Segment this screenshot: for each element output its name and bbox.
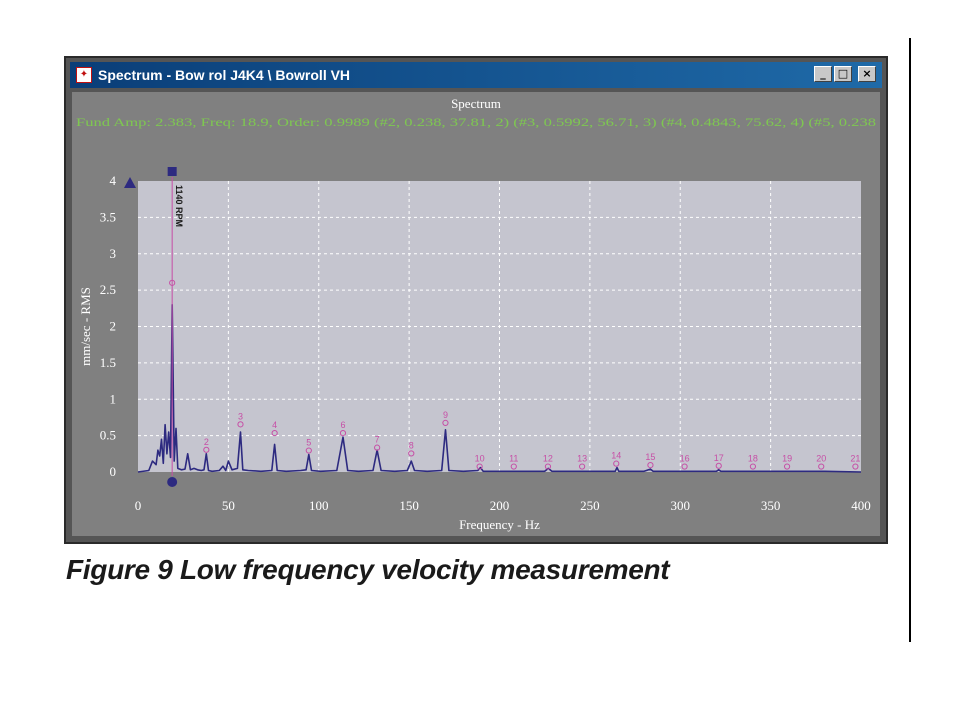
cursor-bottom-handle[interactable]	[167, 477, 178, 487]
harmonic-marker	[681, 463, 688, 470]
harmonic-label: 11	[509, 454, 518, 464]
harmonic-marker	[203, 446, 210, 453]
harmonic-label: 17	[714, 453, 724, 463]
harmonic-marker	[408, 450, 415, 457]
y-tick-label: 1	[110, 391, 117, 406]
x-tick-label: 300	[671, 498, 691, 513]
chart-area: Spectrum Fund Amp: 2.383, Freq: 18.9, Or…	[72, 92, 880, 536]
chart-title: Spectrum	[451, 96, 501, 111]
harmonic-label: 16	[680, 454, 690, 464]
y-tick-label: 2.5	[100, 282, 116, 297]
x-tick-label: 250	[580, 498, 600, 513]
y-tick-label: 4	[110, 173, 117, 188]
spectrum-chart: Spectrum Fund Amp: 2.383, Freq: 18.9, Or…	[76, 96, 876, 532]
harmonic-label: 20	[816, 454, 826, 464]
harmonic-label: 4	[272, 420, 277, 430]
harmonic-markers: 2 3 4 5 6 7 8 9 10 11 12 13 14 15 16 17 18 19 20 21	[203, 410, 860, 470]
y-tick-label: 2	[110, 319, 117, 334]
y-tick-label: 3.5	[100, 209, 116, 224]
spectrum-window: ✦ Spectrum - Bow rol J4K4 \ Bowroll VH _…	[64, 56, 888, 544]
harmonic-label: 9	[443, 410, 448, 420]
minimize-button[interactable]: _	[814, 66, 832, 82]
cursor-rpm-label: 1140 RPM	[174, 185, 184, 227]
harmonic-label: 5	[306, 438, 311, 448]
harmonic-marker	[339, 429, 347, 437]
harmonic-marker	[271, 429, 278, 437]
fundamental-info-line: Fund Amp: 2.383, Freq: 18.9, Order: 0.99…	[76, 115, 876, 129]
x-tick-label: 200	[490, 498, 510, 513]
x-tick-label: 350	[761, 498, 781, 513]
harmonic-label: 15	[645, 452, 655, 462]
harmonic-marker	[579, 463, 586, 470]
scale-up-arrow-icon[interactable]	[124, 177, 136, 188]
y-tick-label: 0	[110, 464, 117, 479]
app-icon[interactable]: ✦	[76, 67, 92, 83]
y-tick-label: 3	[110, 246, 117, 261]
harmonic-marker	[647, 461, 654, 469]
harmonic-label: 21	[850, 454, 860, 464]
x-tick-label: 100	[309, 498, 329, 513]
maximize-button[interactable]: □	[834, 66, 852, 82]
x-tick-label: 400	[851, 498, 871, 513]
harmonic-label: 10	[475, 454, 485, 464]
harmonic-marker	[476, 463, 483, 470]
axis-ticks: 0 50 100 150 200 250 300 350 400 0 0.5 1 1.5 2 2.5 3 3.5…	[100, 173, 871, 513]
grid-lines	[138, 181, 861, 472]
harmonic-marker	[749, 463, 757, 470]
x-tick-label: 50	[222, 498, 235, 513]
harmonic-marker	[715, 462, 722, 469]
cursor-group[interactable]: 1140 RPM	[124, 167, 184, 487]
y-tick-label: 1.5	[100, 355, 116, 370]
harmonic-label: 12	[543, 454, 553, 464]
harmonic-label: 2	[204, 437, 209, 447]
harmonic-marker	[374, 444, 381, 451]
cursor-top-handle[interactable]	[167, 167, 177, 176]
y-tick-label: 0.5	[100, 428, 116, 443]
close-button[interactable]: ×	[858, 66, 876, 82]
harmonic-label: 3	[238, 411, 243, 421]
harmonic-marker	[852, 463, 859, 470]
cursor-peak-marker	[169, 279, 176, 286]
y-axis-label: mm/sec - RMS	[78, 287, 93, 366]
harmonic-marker	[442, 419, 449, 426]
window-title: Spectrum - Bow rol J4K4 \ Bowroll VH	[98, 67, 351, 83]
harmonic-marker	[510, 463, 517, 470]
figure-caption: Figure 9 Low frequency velocity measurem…	[66, 554, 670, 585]
harmonic-label: 7	[375, 435, 380, 445]
harmonic-label: 13	[577, 454, 587, 464]
window-titlebar[interactable]: ✦ Spectrum - Bow rol J4K4 \ Bowroll VH _…	[70, 62, 882, 88]
harmonic-marker	[544, 463, 552, 470]
harmonic-marker	[237, 421, 244, 428]
x-tick-label: 150	[399, 498, 419, 513]
harmonic-label: 14	[611, 451, 621, 461]
x-axis-label: Frequency - Hz	[459, 517, 540, 532]
harmonic-label: 6	[340, 420, 345, 430]
harmonic-marker	[305, 447, 312, 454]
harmonic-marker	[783, 463, 791, 470]
x-tick-label: 0	[135, 498, 142, 513]
page-divider-line	[909, 38, 911, 642]
harmonic-marker	[818, 463, 825, 470]
harmonic-label: 19	[782, 454, 792, 464]
harmonic-label: 18	[748, 454, 758, 464]
harmonic-label: 8	[409, 440, 414, 450]
harmonic-marker	[613, 460, 620, 467]
